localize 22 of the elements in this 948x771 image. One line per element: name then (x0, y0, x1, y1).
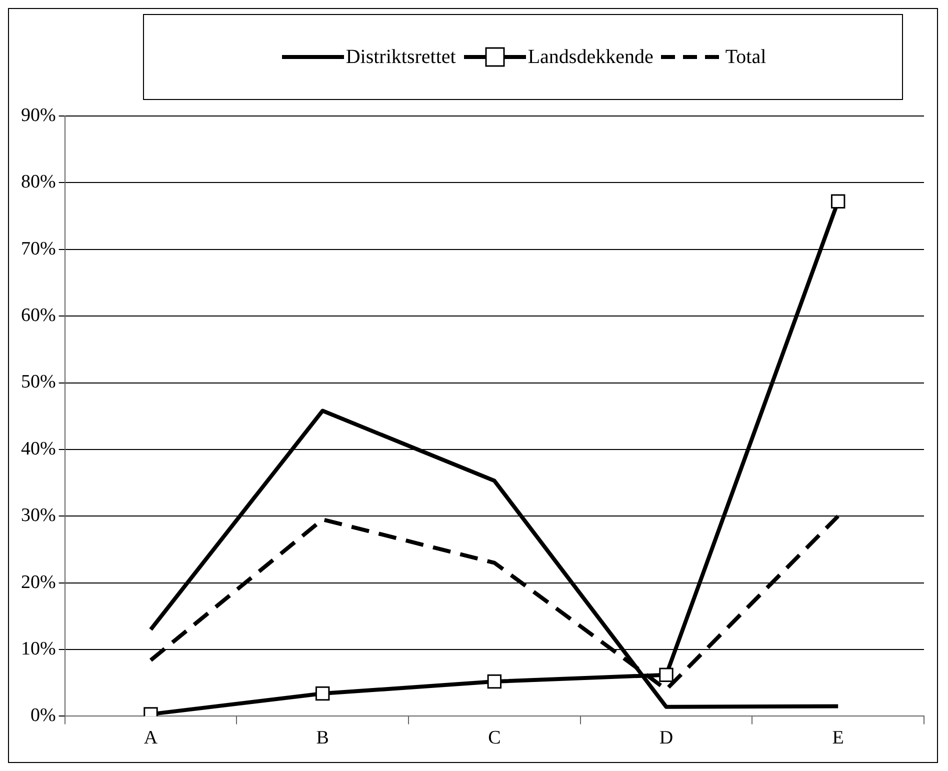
y-tick-label: 20% (21, 572, 56, 593)
legend-label: Total (725, 46, 766, 68)
y-tick-label: 90% (21, 104, 56, 126)
x-tick-label: E (832, 728, 844, 749)
point (830, 194, 846, 208)
y-tick-label: 60% (21, 305, 56, 326)
x-tick-label: A (144, 728, 158, 749)
legend-label: Landsdekkende (528, 46, 654, 68)
point (659, 668, 674, 682)
x-tick-label: D (659, 728, 674, 749)
y-tick-label: 50% (21, 372, 56, 393)
y-tick-label: 10% (21, 638, 56, 660)
y-tick-label: 40% (21, 438, 56, 460)
legend-label: Distriktsrettet (346, 46, 456, 68)
point (315, 686, 330, 701)
y-tick-label: 70% (21, 238, 56, 260)
point (487, 674, 502, 689)
y-tick-label: 80% (21, 172, 56, 193)
x-tick-label: B (316, 728, 329, 749)
y-tick-label: 0% (30, 705, 56, 726)
x-tick-label: C (488, 728, 501, 749)
y-tick-label: 30% (21, 505, 56, 526)
